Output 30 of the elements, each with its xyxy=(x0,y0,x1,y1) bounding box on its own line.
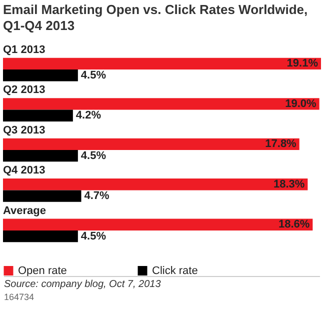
bar xyxy=(3,58,321,70)
bar xyxy=(3,150,78,162)
bar xyxy=(3,138,300,150)
y-tick-label: Q2 2013 xyxy=(3,84,46,96)
y-tick-label: Q1 2013 xyxy=(3,44,46,56)
source-note: Source: company blog, Oct 7, 2013 xyxy=(4,276,320,290)
bar xyxy=(3,230,78,242)
legend-label: Open rate xyxy=(18,264,67,277)
bar xyxy=(3,178,308,190)
bar xyxy=(3,110,73,122)
legend-label: Click rate xyxy=(152,264,198,277)
y-tick-label: Average xyxy=(3,204,46,217)
y-tick-label: Q4 2013 xyxy=(3,164,46,177)
text: 164734 xyxy=(4,292,36,302)
data-label: 17.8% xyxy=(265,138,297,150)
bar xyxy=(3,70,78,82)
data-label: 4.7% xyxy=(84,190,110,202)
data-label: 19.1% xyxy=(286,58,318,70)
data-label: 4.5% xyxy=(80,150,106,162)
y-tick-label: Q3 2013 xyxy=(3,124,46,136)
bar xyxy=(3,98,320,110)
data-label: 18.6% xyxy=(278,218,310,231)
bar xyxy=(3,218,313,230)
bar xyxy=(3,190,82,202)
data-label: 4.2% xyxy=(76,110,102,122)
data-label: 19.0% xyxy=(285,98,317,110)
chart-title: Email Marketing Open vs. Click Rates Worldwide, Q1-Q4 2013 xyxy=(3,2,308,33)
data-label: 18.3% xyxy=(273,178,305,190)
data-label: 4.5% xyxy=(80,230,106,242)
data-label: 4.5% xyxy=(80,69,106,82)
